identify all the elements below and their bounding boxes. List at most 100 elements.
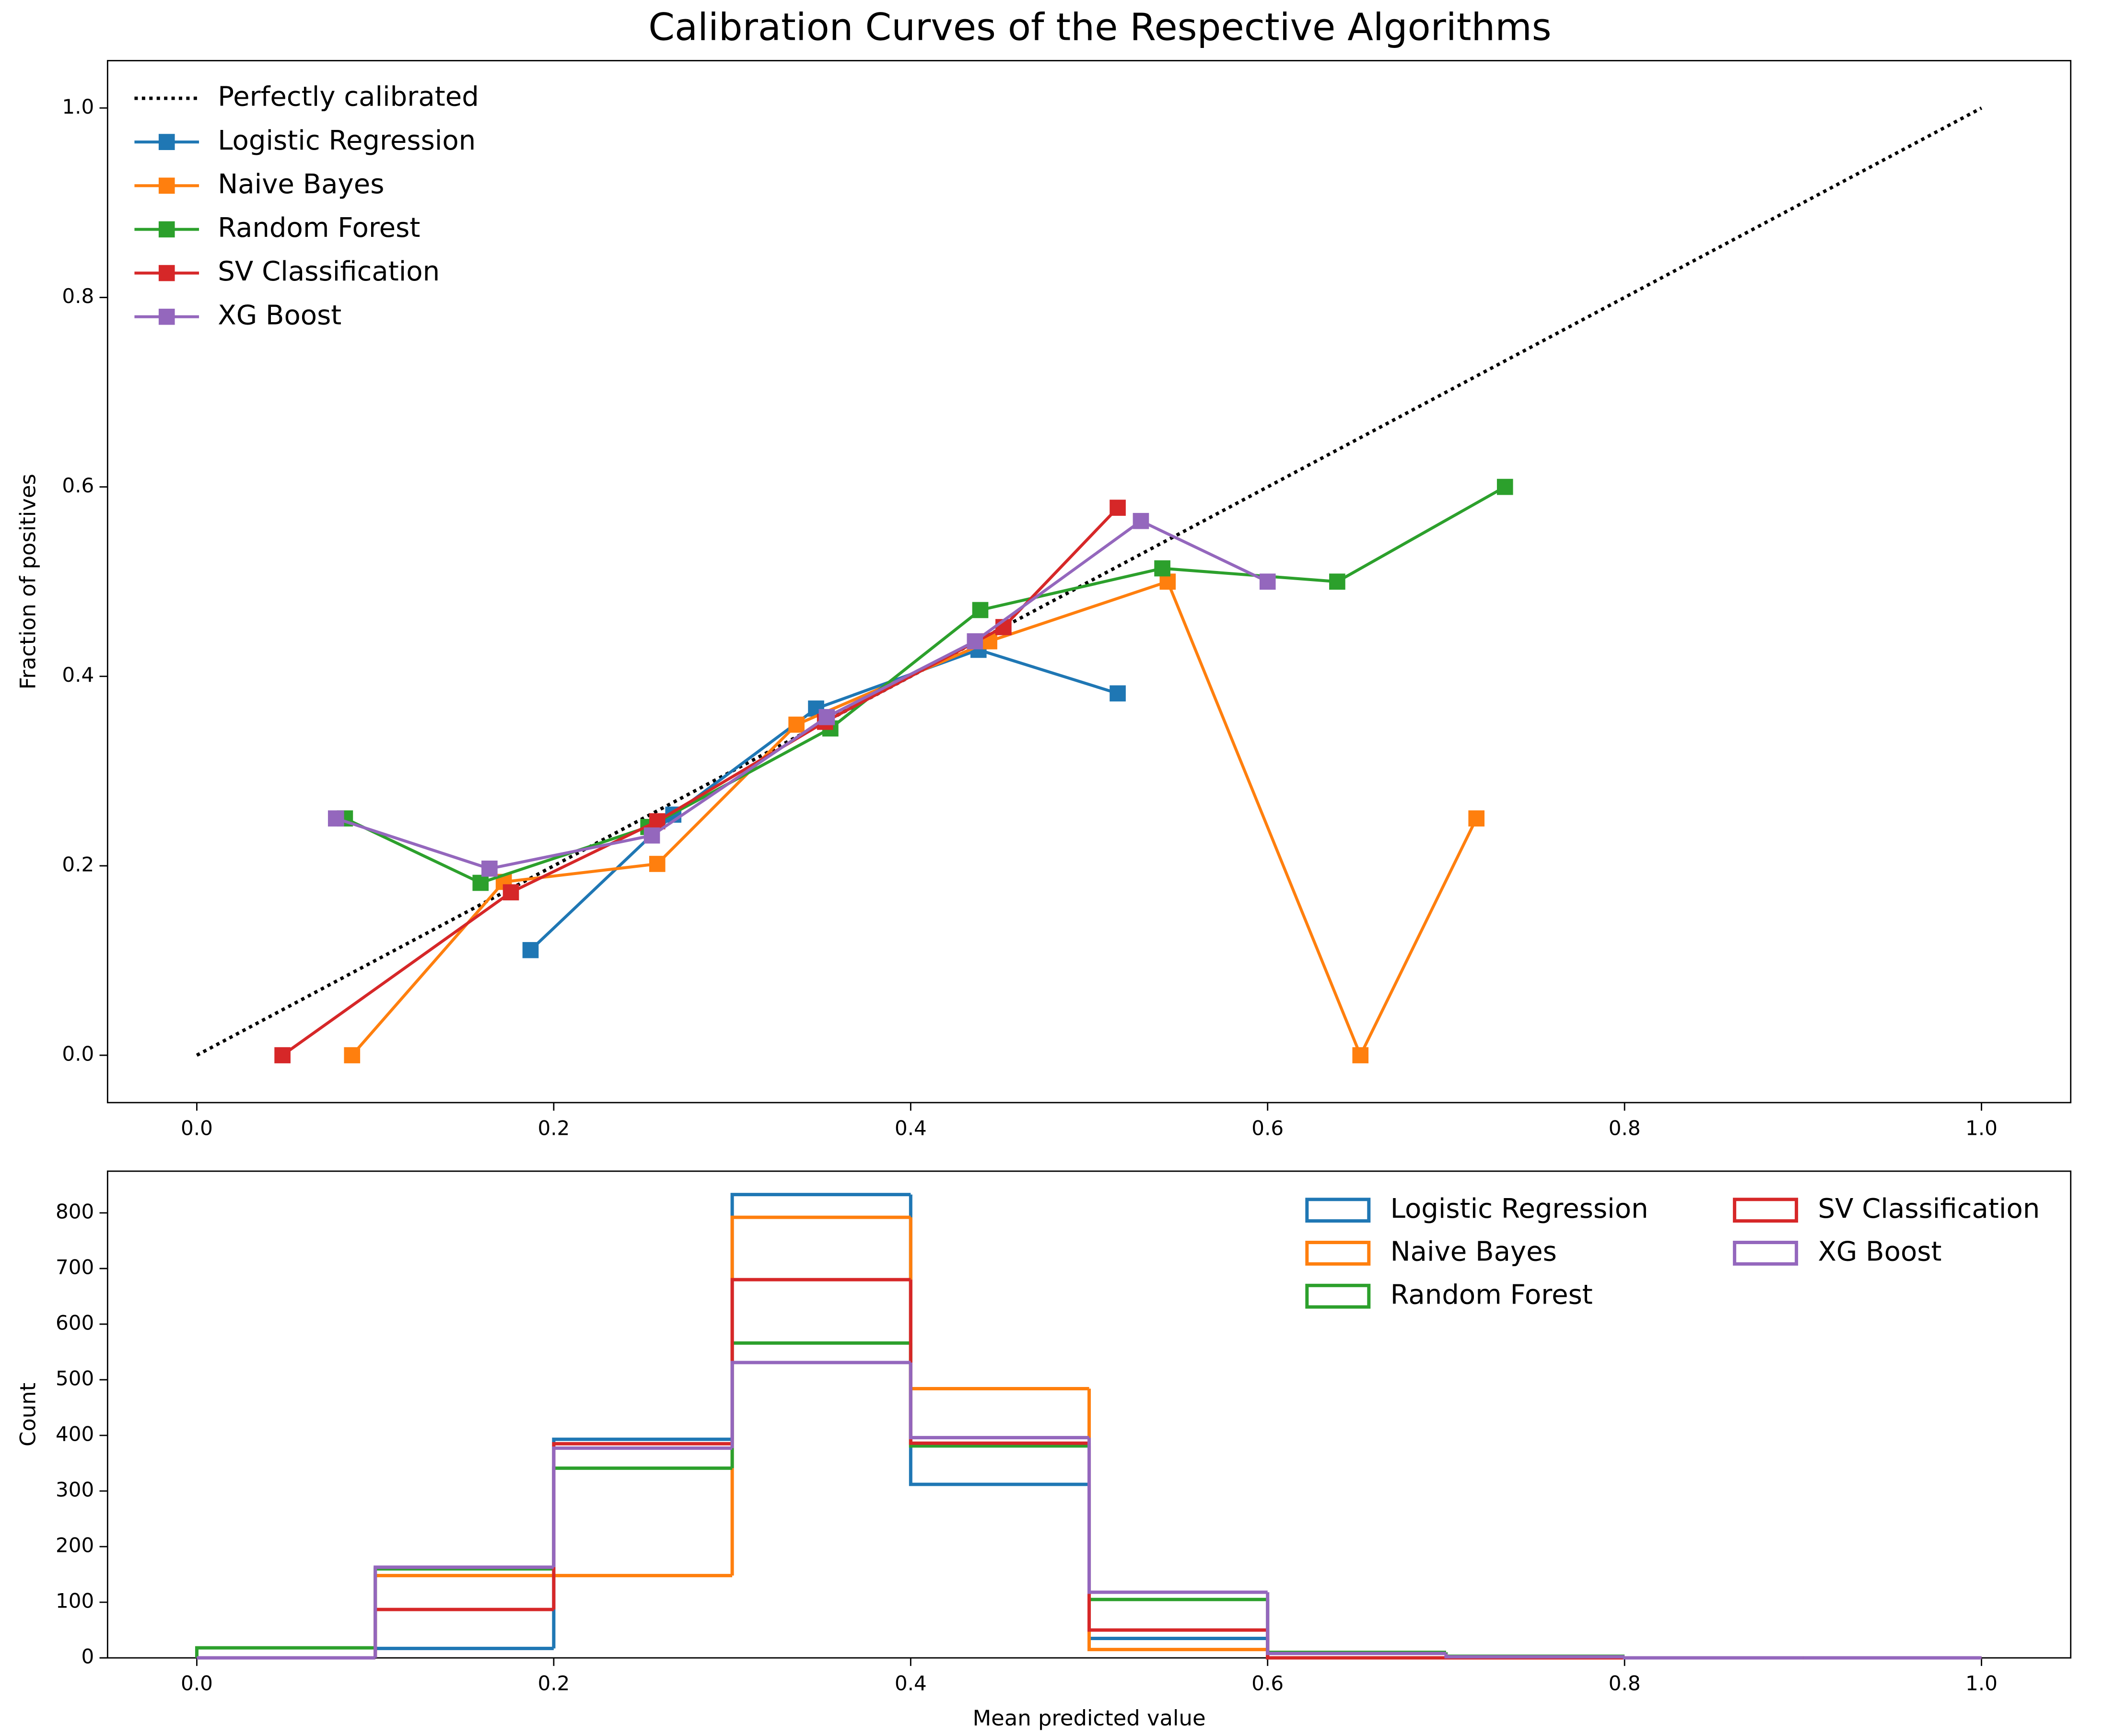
legend-label: Logistic Regression [218, 125, 476, 156]
histogram-step [1266, 1592, 1446, 1655]
histogram-step [552, 1466, 733, 1569]
legend-marker [158, 221, 175, 238]
point-marker [643, 827, 660, 844]
histogram-step [1087, 1446, 1268, 1601]
legend-label: Random Forest [218, 212, 420, 244]
y-tick-label: 0.2 [62, 852, 94, 876]
histogram-step [374, 1608, 554, 1658]
x-tick-label: 0.4 [895, 1116, 927, 1140]
point-marker [788, 716, 805, 733]
histogram-step [1623, 1656, 1803, 1660]
y-tick-label: 700 [56, 1255, 94, 1279]
x-tick-label: 0.2 [537, 1116, 570, 1140]
legend-label: SV Classification [218, 256, 440, 287]
histogram-step [909, 1194, 1089, 1486]
series-line [335, 519, 1269, 871]
x-tick-label: 1.0 [1965, 1116, 1998, 1140]
point-marker [1154, 560, 1170, 577]
y-tick-label: 0.0 [62, 1042, 94, 1066]
y-tick-label: 1.0 [62, 95, 94, 118]
point-marker [1259, 573, 1276, 590]
point-marker [274, 1047, 291, 1063]
point-marker [967, 633, 983, 650]
histogram-step [730, 1215, 911, 1576]
x-tick-label: 1.0 [1965, 1672, 1998, 1695]
histogram-step [374, 1573, 554, 1658]
y-tick-label: 400 [56, 1422, 94, 1445]
chart-title: Calibration Curves of the Respective Alg… [648, 5, 1551, 49]
y-axis-label: Count [15, 1383, 41, 1446]
y-tick-label: 0.6 [62, 474, 94, 497]
histogram-step [1087, 1437, 1268, 1594]
legend-swatch [1305, 1198, 1371, 1223]
point-marker [327, 810, 344, 827]
point-marker [1468, 810, 1485, 827]
series-line [281, 506, 1119, 1057]
legend-label: XG Boost [1818, 1236, 1941, 1268]
legend-swatch [1305, 1241, 1371, 1266]
legend-label: Perfectly calibrated [218, 82, 479, 113]
x-tick-label: 0.8 [1609, 1116, 1641, 1140]
point-marker [522, 942, 539, 958]
legend-swatch [1733, 1198, 1799, 1223]
plot-frame [106, 1170, 2072, 1659]
histogram-step [1087, 1443, 1268, 1632]
point-marker [818, 709, 835, 725]
x-tick-label: 0.4 [895, 1672, 927, 1695]
series-line [196, 106, 1983, 1057]
point-marker [1133, 513, 1149, 529]
point-marker [1329, 573, 1345, 590]
histogram-step [909, 1280, 1089, 1445]
legend-label: XG Boost [218, 300, 341, 331]
y-tick-label: 500 [56, 1366, 94, 1390]
legend-label: Naive Bayes [218, 169, 384, 200]
series-line [344, 485, 1506, 885]
point-marker [344, 1047, 361, 1063]
series-line [350, 580, 1478, 1059]
y-tick-label: 100 [56, 1589, 94, 1613]
histogram-step [909, 1343, 1089, 1448]
x-tick-label: 0.0 [181, 1116, 213, 1140]
histogram-step [909, 1217, 1089, 1391]
histogram-step [1087, 1388, 1268, 1652]
histogram-step [195, 1646, 375, 1658]
plot-frame [106, 60, 2072, 1104]
legend-marker [158, 134, 175, 150]
legend-label: Naive Bayes [1390, 1236, 1557, 1268]
x-tick-label: 0.2 [537, 1672, 570, 1695]
legend-swatch [1733, 1241, 1799, 1266]
histogram-step [730, 1193, 911, 1440]
histogram-step [1444, 1653, 1625, 1659]
point-marker [481, 861, 498, 877]
histogram-step [552, 1437, 733, 1649]
point-marker [502, 884, 519, 901]
x-tick-label: 0.0 [181, 1672, 213, 1695]
legend-swatch [1305, 1283, 1371, 1309]
legend-label: SV Classification [1818, 1193, 2040, 1224]
y-tick-label: 0.4 [62, 663, 94, 687]
y-axis-label: Fraction of positives [15, 474, 41, 689]
histogram-step [552, 1446, 733, 1567]
x-tick-label: 0.6 [1251, 1672, 1284, 1695]
y-tick-label: 0 [82, 1645, 94, 1668]
legend-marker [158, 177, 175, 194]
series-line [529, 648, 1118, 951]
histogram-step [1087, 1484, 1268, 1640]
point-marker [1496, 478, 1513, 495]
y-tick-label: 600 [56, 1311, 94, 1334]
legend-label: Random Forest [1390, 1279, 1593, 1310]
y-tick-label: 300 [56, 1478, 94, 1501]
point-marker [649, 856, 666, 872]
y-tick-label: 0.8 [62, 284, 94, 308]
y-tick-label: 200 [56, 1534, 94, 1557]
x-tick-label: 0.6 [1251, 1116, 1284, 1140]
x-tick-label: 0.8 [1609, 1672, 1641, 1695]
legend-marker [158, 265, 175, 281]
histogram-step [1266, 1599, 1446, 1654]
histogram-step [374, 1646, 554, 1658]
histogram-step [909, 1362, 1089, 1440]
histogram-step [374, 1565, 554, 1658]
y-tick-label: 800 [56, 1200, 94, 1223]
